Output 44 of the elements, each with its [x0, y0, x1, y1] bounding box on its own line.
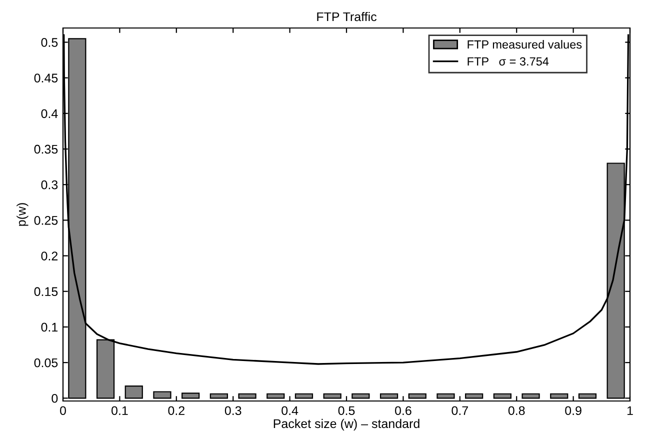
y-tick-label: 0.2 — [41, 252, 58, 260]
chart-title: FTP Traffic — [317, 12, 377, 22]
y-tick-label: 0.35 — [34, 144, 58, 154]
x-axis-title: Packet size (w) – standard — [274, 418, 420, 431]
x-tick-label: 0 — [60, 406, 66, 416]
bar — [352, 393, 370, 399]
bar — [238, 393, 256, 399]
y-tick-label: 0.5 — [41, 38, 58, 47]
bar — [408, 393, 426, 399]
x-tick-label: 0.8 — [508, 406, 525, 416]
y-tick-label: 0.1 — [41, 322, 58, 332]
bar — [182, 392, 200, 399]
y-tick-label: 0 — [52, 394, 58, 403]
x-tick-label: 0.5 — [338, 406, 355, 416]
x-tick-label: 0.2 — [168, 406, 184, 416]
bar — [436, 393, 455, 399]
y-tick-label: 0.05 — [34, 358, 58, 368]
bar — [380, 393, 398, 399]
x-tick-label: 0.1 — [112, 406, 128, 416]
bar — [210, 393, 228, 399]
legend-label: FTP σ = 3.754 — [468, 57, 549, 66]
x-tick-label: 0.7 — [452, 406, 468, 416]
x-tick-label: 0.4 — [282, 406, 298, 416]
bar — [550, 393, 568, 399]
legend-label: FTP measured values — [468, 40, 582, 49]
bar — [153, 391, 172, 399]
y-tick-label: 0.45 — [34, 74, 58, 82]
bar — [124, 385, 143, 399]
bar — [266, 393, 285, 399]
y-axis-title: p(w) — [16, 203, 28, 226]
bar — [522, 393, 540, 399]
x-tick-label: 0.3 — [224, 406, 242, 416]
bar — [294, 393, 314, 399]
y-tick-label: 0.3 — [41, 180, 58, 190]
y-tick-label: 0.15 — [34, 287, 58, 296]
bar — [493, 393, 512, 399]
x-tick-label: 1 — [627, 406, 633, 415]
y-tick-label: 0.25 — [34, 216, 58, 225]
x-tick-label: 0.9 — [565, 406, 582, 416]
x-tick-label: 0.6 — [395, 406, 412, 416]
y-tick-label: 0.4 — [41, 109, 58, 118]
bar — [578, 393, 597, 399]
bar — [323, 393, 342, 399]
bar — [465, 393, 484, 399]
